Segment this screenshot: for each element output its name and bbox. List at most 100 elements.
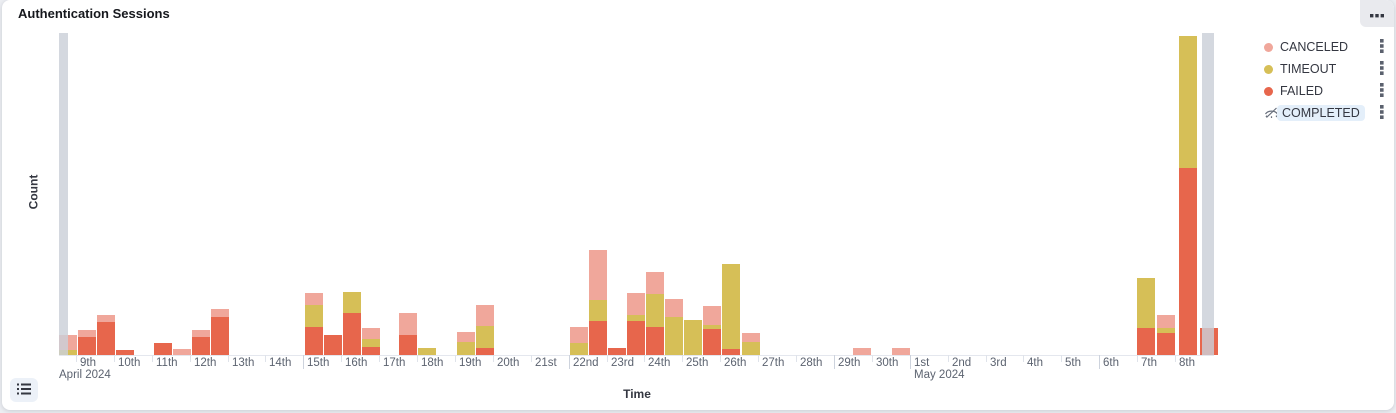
bar-segment-timeout[interactable] xyxy=(1157,328,1175,333)
bar-segment-timeout[interactable] xyxy=(305,305,323,327)
bar-segment-canceled[interactable] xyxy=(78,330,96,337)
bar-segment-timeout[interactable] xyxy=(362,339,380,347)
bar-segment-timeout[interactable] xyxy=(1179,36,1197,168)
bar-segment-failed[interactable] xyxy=(476,348,494,355)
legend-toggle-button[interactable] xyxy=(10,378,38,402)
stacked-bar[interactable] xyxy=(742,0,760,355)
bar-segment-failed[interactable] xyxy=(1157,333,1175,355)
bar-segment-failed[interactable] xyxy=(97,322,115,355)
bar-segment-failed[interactable] xyxy=(627,321,645,355)
bar-segment-canceled[interactable] xyxy=(173,349,191,355)
bar-segment-failed[interactable] xyxy=(1179,168,1197,355)
panel-options-button[interactable] xyxy=(1360,0,1394,27)
bar-segment-failed[interactable] xyxy=(722,349,740,355)
stacked-bar[interactable] xyxy=(324,0,342,355)
legend-item-label[interactable]: TIMEOUT xyxy=(1280,62,1337,76)
bar-segment-failed[interactable] xyxy=(116,350,134,355)
bar-segment-canceled[interactable] xyxy=(853,348,871,355)
bar-segment-failed[interactable] xyxy=(1137,328,1155,355)
legend-options-button[interactable] xyxy=(1378,81,1386,102)
bar-segment-canceled[interactable] xyxy=(305,293,323,305)
legend-item-timeout[interactable]: TIMEOUT xyxy=(1260,58,1390,80)
stacked-bar[interactable] xyxy=(892,0,910,355)
bar-segment-canceled[interactable] xyxy=(362,328,380,339)
bar-segment-failed[interactable] xyxy=(589,321,607,355)
stacked-bar[interactable] xyxy=(343,0,361,355)
stacked-bar[interactable] xyxy=(418,0,436,355)
stacked-bar[interactable] xyxy=(589,0,607,355)
stacked-bar[interactable] xyxy=(116,0,134,355)
stacked-bar[interactable] xyxy=(192,0,210,355)
legend-item-failed[interactable]: FAILED xyxy=(1260,80,1390,102)
bar-segment-canceled[interactable] xyxy=(589,250,607,300)
bar-segment-failed[interactable] xyxy=(608,348,626,355)
bar-segment-canceled[interactable] xyxy=(646,272,664,294)
legend-item-label[interactable]: FAILED xyxy=(1280,84,1324,98)
stacked-bar[interactable] xyxy=(853,0,871,355)
bar-segment-timeout[interactable] xyxy=(722,264,740,349)
bar-segment-canceled[interactable] xyxy=(570,327,588,343)
bar-segment-canceled[interactable] xyxy=(627,293,645,315)
legend-item-canceled[interactable]: CANCELED xyxy=(1260,36,1390,58)
bar-segment-failed[interactable] xyxy=(343,313,361,355)
stacked-bar[interactable] xyxy=(457,0,475,355)
bar-segment-canceled[interactable] xyxy=(665,299,683,317)
bar-segment-timeout[interactable] xyxy=(59,350,77,355)
stacked-bar[interactable] xyxy=(665,0,683,355)
bar-segment-failed[interactable] xyxy=(703,329,721,355)
stacked-bar[interactable] xyxy=(608,0,626,355)
stacked-bar[interactable] xyxy=(362,0,380,355)
stacked-bar[interactable] xyxy=(684,0,702,355)
bar-segment-timeout[interactable] xyxy=(684,320,702,355)
legend-options-button[interactable] xyxy=(1378,103,1386,124)
stacked-bar[interactable] xyxy=(646,0,664,355)
stacked-bar[interactable] xyxy=(1157,0,1175,355)
bar-segment-timeout[interactable] xyxy=(589,300,607,321)
bar-segment-timeout[interactable] xyxy=(665,317,683,355)
bar-segment-timeout[interactable] xyxy=(418,348,436,355)
stacked-bar[interactable] xyxy=(627,0,645,355)
bar-segment-failed[interactable] xyxy=(324,335,342,355)
stacked-bar[interactable] xyxy=(97,0,115,355)
bar-segment-timeout[interactable] xyxy=(570,343,588,355)
bar-segment-timeout[interactable] xyxy=(1137,278,1155,328)
bar-segment-failed[interactable] xyxy=(192,337,210,355)
stacked-bar[interactable] xyxy=(1179,0,1197,355)
stacked-bar[interactable] xyxy=(173,0,191,355)
bar-segment-canceled[interactable] xyxy=(1157,315,1175,328)
legend-item-completed[interactable]: COMPLETED xyxy=(1260,102,1390,124)
bar-segment-timeout[interactable] xyxy=(742,342,760,355)
bar-segment-canceled[interactable] xyxy=(192,330,210,337)
bar-segment-canceled[interactable] xyxy=(476,305,494,326)
stacked-bar[interactable] xyxy=(399,0,417,355)
bar-segment-failed[interactable] xyxy=(211,317,229,355)
bar-segment-timeout[interactable] xyxy=(343,292,361,313)
bar-segment-timeout[interactable] xyxy=(457,342,475,355)
bar-segment-failed[interactable] xyxy=(78,337,96,355)
stacked-bar[interactable] xyxy=(476,0,494,355)
bar-segment-canceled[interactable] xyxy=(97,315,115,322)
stacked-bar[interactable] xyxy=(305,0,323,355)
stacked-bar[interactable] xyxy=(722,0,740,355)
bar-segment-canceled[interactable] xyxy=(457,332,475,342)
legend-item-label[interactable]: COMPLETED xyxy=(1277,105,1365,121)
bar-segment-timeout[interactable] xyxy=(627,315,645,321)
bar-segment-failed[interactable] xyxy=(646,327,664,355)
legend-options-button[interactable] xyxy=(1378,59,1386,80)
bar-segment-canceled[interactable] xyxy=(703,306,721,325)
legend-item-label[interactable]: CANCELED xyxy=(1280,40,1349,54)
bar-segment-failed[interactable] xyxy=(154,343,172,355)
stacked-bar[interactable] xyxy=(154,0,172,355)
bar-segment-canceled[interactable] xyxy=(742,333,760,342)
bar-segment-timeout[interactable] xyxy=(476,326,494,348)
stacked-bar[interactable] xyxy=(211,0,229,355)
legend-options-button[interactable] xyxy=(1378,37,1386,58)
bar-segment-canceled[interactable] xyxy=(892,348,910,355)
bar-segment-failed[interactable] xyxy=(399,335,417,355)
bar-segment-failed[interactable] xyxy=(305,327,323,355)
bar-segment-timeout[interactable] xyxy=(703,325,721,329)
bar-segment-timeout[interactable] xyxy=(646,294,664,327)
bar-segment-failed[interactable] xyxy=(362,347,380,355)
bar-segment-canceled[interactable] xyxy=(211,309,229,317)
bar-segment-canceled[interactable] xyxy=(399,313,417,335)
